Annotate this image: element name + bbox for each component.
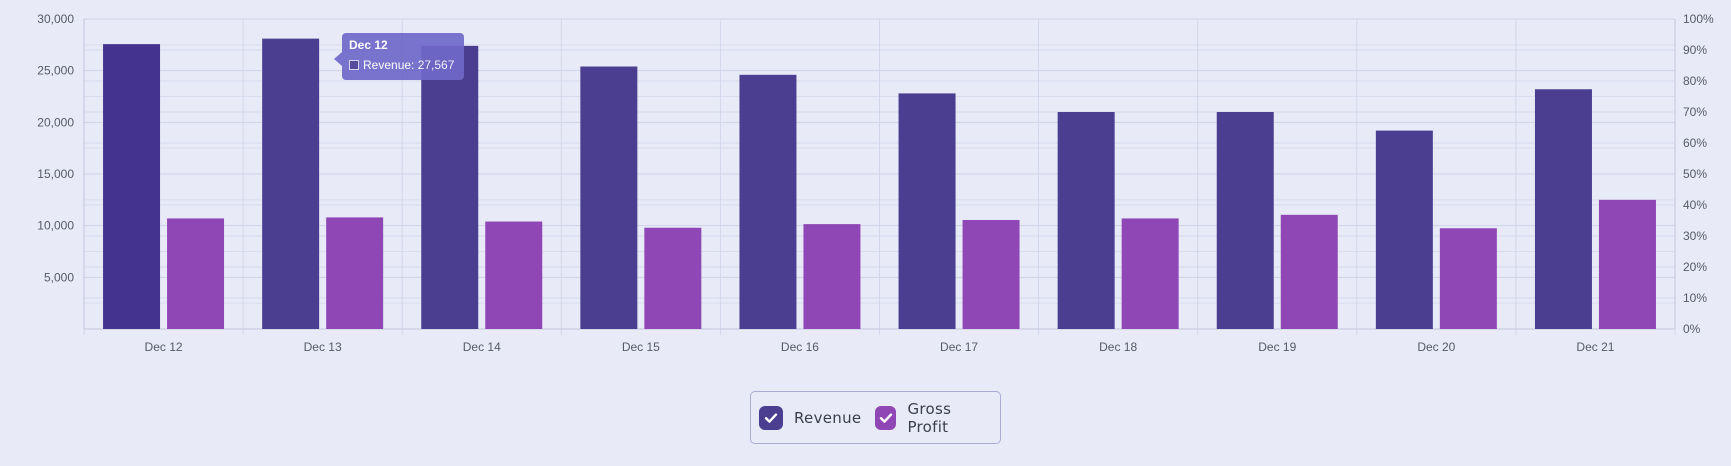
bar-revenue bbox=[421, 45, 479, 329]
bar-gross-profit bbox=[803, 224, 861, 329]
x-tick-label: Dec 13 bbox=[304, 340, 342, 354]
bar-gross-profit bbox=[1598, 199, 1656, 329]
y-tick-label-left: 25,000 bbox=[37, 64, 74, 78]
legend-label-gross-profit: Gross Profit bbox=[907, 399, 952, 436]
y-tick-label-left: 5,000 bbox=[44, 270, 74, 284]
tooltip-row: Revenue: 27,567 bbox=[349, 58, 457, 72]
chart-tooltip: Dec 12 Revenue: 27,567 bbox=[334, 33, 464, 80]
y-tick-label-right: 10% bbox=[1683, 291, 1707, 305]
legend-label-revenue: Revenue bbox=[794, 408, 862, 427]
tooltip-label: Revenue: 27,567 bbox=[363, 58, 455, 72]
y-tick-label-right: 30% bbox=[1683, 229, 1707, 243]
y-tick-label-right: 100% bbox=[1683, 12, 1714, 26]
bar-revenue bbox=[580, 66, 638, 330]
legend-item-revenue[interactable]: Revenue bbox=[759, 405, 862, 430]
bar-revenue bbox=[262, 38, 320, 330]
x-tick-label: Dec 17 bbox=[940, 340, 978, 354]
bar-revenue bbox=[898, 93, 956, 330]
x-tick-label: Dec 16 bbox=[781, 340, 819, 354]
y-tick-label-right: 90% bbox=[1683, 43, 1707, 57]
y-tick-label-left: 30,000 bbox=[37, 12, 74, 26]
bar-gross-profit bbox=[167, 218, 225, 329]
legend-item-gross-profit[interactable]: Gross Profit bbox=[875, 400, 986, 436]
bar-gross-profit bbox=[1439, 228, 1497, 329]
tooltip-swatch bbox=[349, 60, 359, 70]
y-tick-label-right: 80% bbox=[1683, 74, 1707, 88]
y-tick-label-right: 50% bbox=[1683, 167, 1707, 181]
bar-revenue bbox=[1057, 112, 1115, 329]
bar-gross-profit bbox=[1280, 214, 1338, 329]
bar-gross-profit bbox=[644, 227, 702, 329]
bar-revenue bbox=[1216, 112, 1274, 329]
bar-gross-profit bbox=[1121, 218, 1179, 329]
y-tick-label-right: 0% bbox=[1683, 322, 1701, 336]
x-tick-label: Dec 14 bbox=[463, 340, 501, 354]
checkbox-checked-icon[interactable] bbox=[875, 405, 897, 430]
bar-revenue bbox=[1534, 89, 1592, 330]
x-tick-label: Dec 19 bbox=[1258, 340, 1296, 354]
y-tick-label-right: 40% bbox=[1683, 198, 1707, 212]
bar-revenue bbox=[739, 74, 797, 329]
x-tick-label: Dec 15 bbox=[622, 340, 660, 354]
bar-revenue bbox=[1375, 130, 1433, 329]
x-tick-label: Dec 21 bbox=[1576, 340, 1614, 354]
y-tick-label-left: 15,000 bbox=[37, 167, 74, 181]
tooltip-title: Dec 12 bbox=[349, 38, 388, 52]
y-tick-label-left: 10,000 bbox=[37, 219, 74, 233]
bar-gross-profit bbox=[485, 221, 543, 329]
x-tick-label: Dec 20 bbox=[1417, 340, 1455, 354]
bar-revenue bbox=[103, 44, 161, 330]
y-tick-label-left: 20,000 bbox=[37, 115, 74, 129]
y-tick-label-right: 60% bbox=[1683, 136, 1707, 150]
y-tick-label-right: 20% bbox=[1683, 260, 1707, 274]
bar-gross-profit bbox=[962, 219, 1020, 329]
x-tick-label: Dec 12 bbox=[145, 340, 183, 354]
x-tick-label: Dec 18 bbox=[1099, 340, 1137, 354]
checkbox-checked-icon[interactable] bbox=[759, 405, 783, 430]
bar-gross-profit bbox=[326, 217, 384, 329]
chart-legend: Revenue Gross Profit bbox=[750, 391, 1001, 444]
y-tick-label-right: 70% bbox=[1683, 105, 1707, 119]
